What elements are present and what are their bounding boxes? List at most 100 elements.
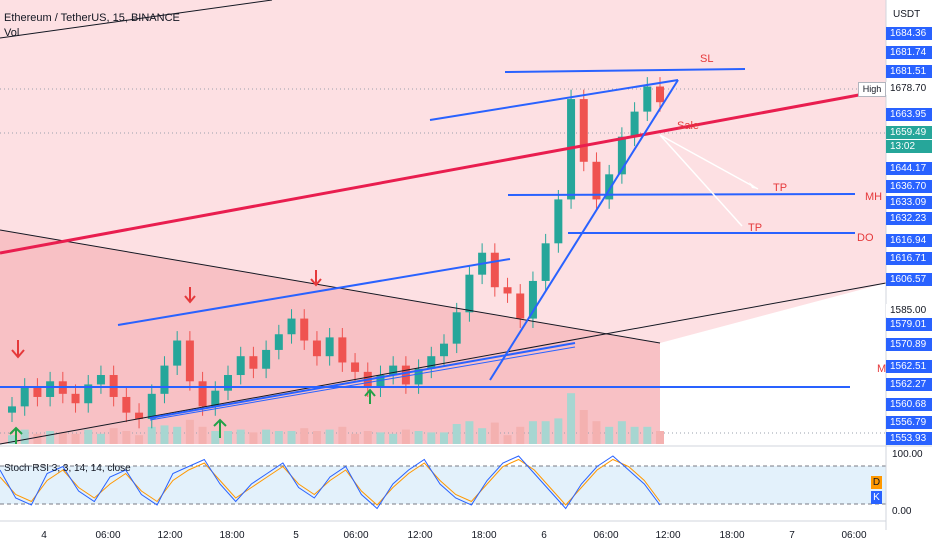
volume-bar <box>198 426 207 444</box>
volume-bar <box>185 419 194 444</box>
time-tick-label: 18:00 <box>219 530 244 541</box>
price-label: 1616.94 <box>886 234 932 247</box>
volume-bar <box>541 421 550 444</box>
candle-body <box>122 396 131 413</box>
triangle-top-line[interactable] <box>0 229 661 344</box>
candle-body <box>414 368 423 385</box>
candle-body <box>643 86 652 112</box>
upper-channel-line[interactable] <box>117 258 511 326</box>
candle-body <box>490 252 499 288</box>
volume-bar <box>249 432 258 444</box>
stoch-title: Stoch RSI 3, 3, 14, 14, close <box>4 463 131 474</box>
volume-bar <box>147 426 156 444</box>
volume-bar <box>312 431 321 444</box>
volume-bar <box>338 426 347 444</box>
time-tick-label: 7 <box>789 530 795 541</box>
price-label: 1633.09 <box>886 196 932 209</box>
do-annotation: DO <box>857 232 874 244</box>
candle-body <box>503 287 512 294</box>
candle-body <box>452 312 461 344</box>
price-label: 1632.23 <box>886 212 932 225</box>
sl-annotation: SL <box>700 53 713 65</box>
volume-bar <box>528 421 537 444</box>
candle-body <box>605 174 614 200</box>
volume-bar <box>643 426 652 444</box>
candle-body <box>351 362 360 372</box>
volume-bar <box>389 433 398 444</box>
volume-label: Vol <box>4 27 20 39</box>
future-bottom <box>660 282 886 444</box>
volume-bar <box>325 429 334 444</box>
volume-bar <box>262 429 271 444</box>
price-label: 1562.51 <box>886 360 932 373</box>
volume-bar <box>554 418 563 444</box>
candle-body <box>160 365 169 394</box>
buy-arrow-3 <box>364 388 376 404</box>
candle-body <box>541 243 550 281</box>
future-channel-top <box>660 0 886 136</box>
mh-line[interactable] <box>507 193 856 196</box>
time-tick-label: 4 <box>41 530 47 541</box>
wedge-top-line[interactable] <box>429 79 679 121</box>
time-tick-label: 06:00 <box>841 530 866 541</box>
price-label: 1644.17 <box>886 162 932 175</box>
tp1-arrowhead <box>749 182 758 189</box>
high-tag: High <box>858 82 886 97</box>
tp1-arrow <box>659 134 759 190</box>
candle-body <box>71 393 80 404</box>
future-channel <box>660 90 886 343</box>
channel-top-line[interactable] <box>0 0 273 39</box>
volume-bar <box>287 431 296 444</box>
volume-bar <box>401 429 410 444</box>
stoch-d-line <box>0 458 661 506</box>
wedge-bottom-line[interactable] <box>489 79 679 381</box>
candle-body <box>185 340 194 382</box>
volume-bar <box>478 428 487 444</box>
sl-line[interactable] <box>504 68 746 73</box>
time-tick-label: 18:00 <box>471 530 496 541</box>
tp2-annotation: TP <box>748 222 762 234</box>
price-label: 1616.71 <box>886 252 932 265</box>
price-label: 1636.70 <box>886 180 932 193</box>
candle-body <box>554 199 563 244</box>
candle-body <box>198 381 207 407</box>
volume-bar <box>579 410 588 444</box>
volume-bar <box>592 421 601 444</box>
stoch-k-legend: K <box>871 491 882 504</box>
candle-body <box>274 334 283 350</box>
volume-bar <box>71 433 80 444</box>
candle-body <box>389 365 398 376</box>
candle-body <box>592 161 601 200</box>
stoch-band <box>0 466 886 504</box>
volume-bar <box>363 431 372 444</box>
candle-body <box>20 387 29 407</box>
buy-arrow-1 <box>9 426 23 444</box>
volume-bar <box>605 426 614 444</box>
candle-body <box>427 356 436 369</box>
candle-body <box>312 340 321 357</box>
candle-body <box>528 280 537 319</box>
stoch-max-label: 100.00 <box>892 449 923 460</box>
price-label: 1560.68 <box>886 398 932 411</box>
candle-body <box>656 86 664 103</box>
candle-body <box>147 393 156 419</box>
candle-body <box>617 136 626 175</box>
volume-bar <box>414 431 423 444</box>
volume-bar <box>465 421 474 444</box>
price-label: 1678.70 <box>886 82 932 95</box>
red-trendline[interactable] <box>0 88 887 255</box>
symbol-title: Ethereum / TetherUS, 15, BINANCE <box>4 12 180 24</box>
candle-body <box>236 356 245 376</box>
price-label: 1562.27 <box>886 378 932 391</box>
stoch-min-label: 0.00 <box>892 506 912 517</box>
lower-channel-line[interactable] <box>149 342 576 419</box>
volume-bar <box>516 426 525 444</box>
channel-bottom-line[interactable] <box>0 282 887 445</box>
tp2-arrowhead <box>734 216 742 226</box>
candle-body <box>249 356 258 369</box>
volume-bar <box>109 428 118 444</box>
time-tick-label: 06:00 <box>95 530 120 541</box>
candle-body <box>440 343 448 357</box>
tp1-annotation: TP <box>773 182 787 194</box>
